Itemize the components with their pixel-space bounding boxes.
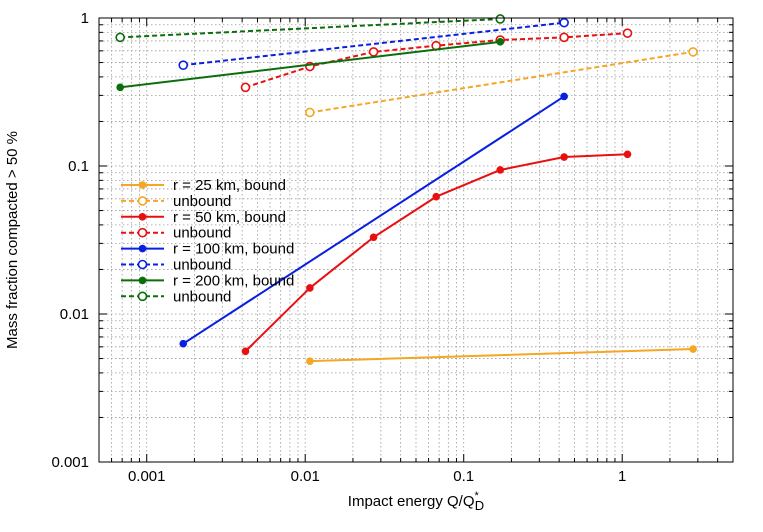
data-point	[496, 166, 505, 174]
x-axis-label-sup: *	[475, 490, 480, 502]
legend-swatch-marker	[138, 213, 147, 221]
legend-swatch-marker	[137, 196, 148, 206]
legend-swatch-marker	[137, 259, 148, 270]
y-tick-label: 0.01	[60, 306, 89, 323]
data-point	[432, 192, 440, 201]
x-axis-label: Impact energy Q/Q* D	[348, 490, 484, 513]
data-point	[306, 284, 314, 292]
data-point	[559, 17, 569, 28]
x-tick-label: 0.001	[128, 468, 166, 485]
legend-swatch-marker	[137, 291, 148, 302]
legend-label: r = 200 km, bound	[173, 272, 294, 289]
data-point	[178, 60, 189, 70]
data-point	[495, 14, 506, 24]
data-point	[623, 150, 632, 159]
legend-item: unbound	[121, 288, 231, 305]
tick-labels: 0.001 0.01 0.1 1 0.001 0.01 0.1 1	[51, 10, 626, 485]
series-line	[309, 348, 694, 363]
legend-item: r = 25 km, bound	[121, 177, 286, 194]
data-point	[240, 82, 251, 93]
series-line	[309, 50, 694, 114]
series-line	[120, 40, 501, 89]
x-axis-label-sub: D	[475, 498, 484, 513]
legend-item: unbound	[121, 193, 231, 210]
data-point	[559, 32, 569, 43]
x-tick-label: 0.01	[291, 468, 320, 485]
legend-swatch-marker	[138, 276, 147, 285]
data-point	[369, 233, 378, 242]
series-layer	[115, 14, 698, 365]
legend-label: unbound	[173, 257, 231, 274]
series-1	[305, 47, 698, 118]
legend-label: unbound	[173, 225, 231, 242]
legend-item: r = 50 km, bound	[121, 209, 286, 226]
series-2	[241, 150, 632, 356]
series-7	[115, 14, 506, 43]
x-axis-label-main: Impact energy Q/Q	[348, 493, 475, 510]
series-4	[179, 92, 568, 348]
legend-swatch-marker	[137, 227, 148, 238]
legend-label: unbound	[173, 288, 231, 305]
legend-swatch-marker	[138, 244, 147, 253]
y-axis-label: Mass fraction compacted > 50 %	[4, 131, 21, 349]
series-6	[116, 38, 505, 92]
y-tick-label: 0.001	[51, 454, 89, 471]
data-point	[305, 107, 315, 118]
data-point	[689, 345, 697, 353]
data-point	[496, 38, 505, 46]
data-point	[115, 32, 125, 43]
legend-item: r = 200 km, bound	[121, 272, 294, 289]
data-point	[622, 28, 633, 38]
legend-label: r = 50 km, bound	[173, 209, 286, 226]
legend-label: r = 100 km, bound	[173, 241, 294, 258]
y-tick-label: 0.1	[68, 158, 89, 175]
series-0	[306, 345, 697, 365]
data-point	[688, 47, 698, 57]
legend-label: unbound	[173, 193, 231, 210]
data-point	[179, 339, 188, 348]
data-point	[560, 92, 568, 101]
data-point	[560, 153, 568, 161]
legend-label: r = 25 km, bound	[173, 177, 286, 194]
legend-item: unbound	[121, 257, 231, 274]
series-line	[182, 95, 565, 345]
data-point	[241, 347, 250, 356]
data-point	[116, 83, 124, 92]
x-tick-label: 0.1	[453, 468, 474, 485]
plot-frame	[98, 17, 734, 463]
legend-item: r = 100 km, bound	[121, 241, 294, 258]
series-5	[178, 17, 569, 70]
x-tick-label: 1	[618, 468, 626, 485]
legend-swatch-marker	[138, 181, 147, 189]
legend-item: unbound	[121, 225, 231, 242]
y-tick-label: 1	[81, 10, 89, 27]
data-point	[368, 47, 379, 57]
data-point	[306, 357, 314, 365]
